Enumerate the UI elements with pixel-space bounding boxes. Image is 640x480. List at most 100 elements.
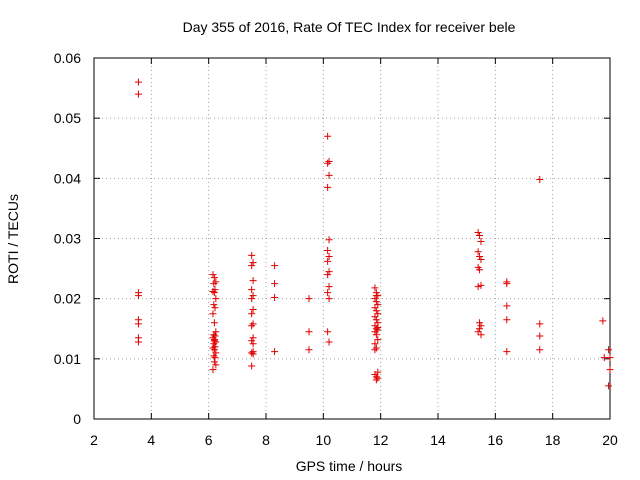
data-point (210, 346, 218, 354)
data-point (372, 292, 380, 300)
data-point (372, 344, 380, 352)
data-point (248, 349, 256, 357)
data-point (503, 280, 511, 288)
data-point (536, 346, 544, 354)
chart-title: Day 355 of 2016, Rate Of TEC Index for r… (183, 19, 516, 35)
data-point (536, 332, 544, 340)
data-point (134, 292, 142, 300)
data-point (477, 281, 485, 289)
data-point (248, 295, 256, 303)
data-point (249, 259, 257, 267)
data-point (606, 354, 614, 362)
data-point (474, 228, 482, 236)
data-point (476, 319, 484, 327)
data-point (325, 283, 333, 291)
data-point (248, 262, 256, 270)
data-point (374, 324, 382, 332)
data-point (372, 376, 380, 384)
data-point (210, 352, 218, 360)
data-point (134, 320, 142, 328)
data-point (477, 322, 485, 330)
data-point (248, 337, 256, 345)
data-point (249, 350, 257, 358)
data-point (271, 262, 279, 270)
y-tick-labels: 0 0.01 0.02 0.03 0.04 0.05 0.06 (54, 50, 81, 427)
x-tick-label: 10 (316, 432, 332, 448)
data-point (248, 322, 256, 330)
data-point (536, 320, 544, 328)
data-point (371, 313, 379, 321)
data-point (210, 358, 218, 366)
data-point (371, 284, 379, 292)
data-point (374, 301, 382, 309)
data-point (212, 295, 220, 303)
data-point (325, 171, 333, 179)
data-point (249, 340, 257, 348)
data-point (372, 331, 380, 339)
x-tick-labels: 2 4 6 8 10 12 14 16 18 20 (90, 432, 618, 448)
data-point (134, 78, 142, 86)
x-axis-label: GPS time / hours (296, 458, 403, 474)
data-point (325, 338, 333, 346)
x-tick-label: 4 (147, 432, 155, 448)
data-point (248, 362, 256, 370)
data-point (305, 295, 313, 303)
data-point (324, 132, 332, 140)
data-point (249, 320, 257, 328)
data-point (476, 231, 484, 239)
data-point (248, 310, 256, 318)
x-tick-label: 12 (373, 432, 389, 448)
data-point (474, 248, 482, 256)
data-point (305, 346, 313, 354)
data-point (503, 316, 511, 324)
data-point (371, 295, 379, 303)
data-point (477, 238, 485, 246)
x-tick-label: 2 (90, 432, 98, 448)
y-tick-label: 0.01 (54, 351, 81, 367)
data-point (209, 310, 217, 318)
y-tick-label: 0 (73, 411, 81, 427)
data-point (211, 304, 219, 312)
data-point (210, 289, 218, 297)
data-point (249, 277, 257, 285)
x-tick-label: 20 (602, 432, 618, 448)
data-point (324, 328, 332, 336)
y-tick-label: 0.05 (54, 110, 81, 126)
data-point (210, 331, 218, 339)
data-point (605, 346, 613, 354)
x-tick-label: 8 (262, 432, 270, 448)
data-point (371, 346, 379, 354)
data-point (249, 334, 257, 342)
data-point (248, 286, 256, 294)
data-point (324, 247, 332, 255)
data-point (605, 382, 613, 390)
data-point (374, 374, 382, 382)
data-point (325, 157, 333, 165)
data-point (474, 328, 482, 336)
y-tick-label: 0.03 (54, 231, 81, 247)
data-point (372, 307, 380, 315)
data-point (324, 257, 332, 265)
data-point (210, 319, 218, 327)
data-point (476, 253, 484, 261)
data-points (134, 78, 614, 390)
data-point (371, 304, 379, 312)
data-point (210, 280, 218, 288)
data-point (606, 366, 614, 374)
data-point (134, 338, 142, 346)
data-point (477, 331, 485, 339)
data-point (476, 266, 484, 274)
data-point (209, 271, 217, 279)
x-tick-label: 18 (545, 432, 561, 448)
y-tick-label: 0.06 (54, 50, 81, 66)
data-point (249, 305, 257, 313)
data-point (134, 90, 142, 98)
data-point (372, 316, 380, 324)
data-point (324, 289, 332, 297)
data-point (325, 236, 333, 244)
data-point (503, 302, 511, 310)
data-point (209, 334, 217, 342)
data-point (210, 274, 218, 282)
data-point (474, 283, 482, 291)
data-point (476, 325, 484, 333)
